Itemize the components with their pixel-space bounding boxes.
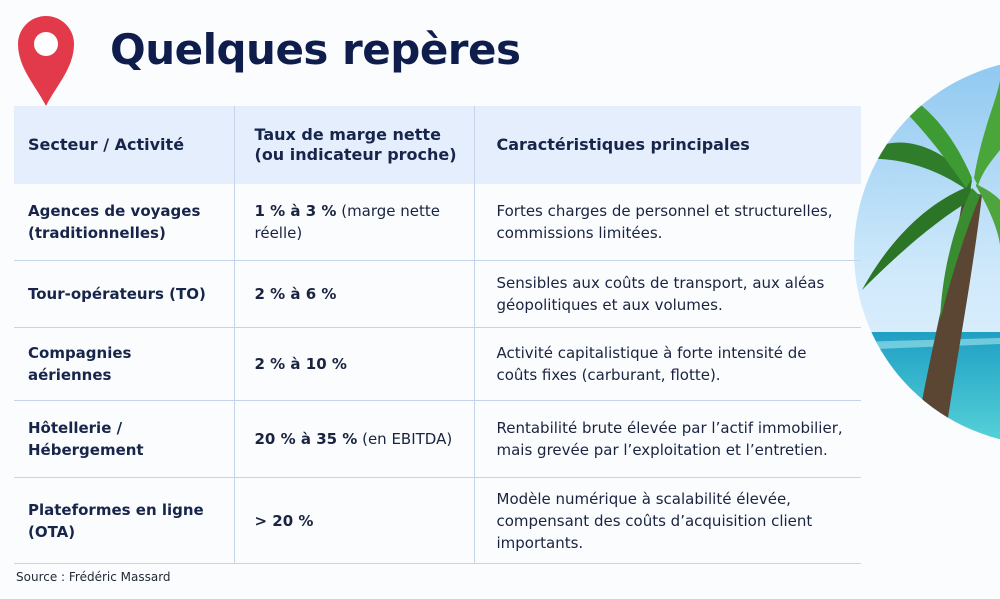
- rate-value: 2 % à 10 %: [254, 355, 347, 373]
- rate-cell: 2 % à 6 %: [234, 260, 475, 328]
- rate-note: (marge nette réelle): [254, 202, 441, 242]
- rate-note: (en EBITDA): [357, 430, 453, 448]
- table-row: Plateformes en ligne (OTA) > 20 % Modèle…: [14, 477, 861, 564]
- features-cell: Sensibles aux coûts de transport, aux al…: [474, 260, 861, 328]
- table-header-row: Secteur / Activité Taux de marge nette (…: [14, 106, 861, 184]
- header-sector: Secteur / Activité: [14, 106, 235, 184]
- features-cell: Activité capitalistique à forte intensit…: [474, 327, 861, 401]
- features-cell: Modèle numérique à scalabilité élevée, c…: [474, 477, 861, 564]
- map-pin-icon: [18, 16, 74, 106]
- sector-cell: Hôtellerie / Hébergement: [14, 400, 235, 478]
- rate-cell: > 20 %: [234, 477, 475, 564]
- table-row: Hôtellerie / Hébergement 20 % à 35 % (en…: [14, 400, 861, 478]
- header-characteristics: Caractéristiques principales: [496, 135, 750, 154]
- rate-value: 20 % à 35 %: [254, 430, 358, 448]
- page-title: Quelques repères: [110, 25, 521, 74]
- table-row: Compagnies aériennes 2 % à 10 % Activité…: [14, 327, 861, 401]
- sector-cell: Agences de voyages (traditionnelles): [14, 184, 235, 261]
- rate-cell: 20 % à 35 % (en EBITDA): [234, 400, 475, 478]
- rate-cell: 2 % à 10 %: [234, 327, 475, 401]
- margin-table: Secteur / Activité Taux de marge nette (…: [14, 106, 861, 564]
- rate-value: 2 % à 6 %: [254, 285, 337, 303]
- rate-cell: 1 % à 3 % (marge nette réelle): [234, 184, 475, 261]
- palm-tree-beach-image: [854, 60, 1000, 445]
- header-margin-rate: Taux de marge nette (ou indicateur proch…: [234, 106, 475, 184]
- sector-cell: Compagnies aériennes: [14, 327, 235, 401]
- rate-value: 1 % à 3 %: [254, 202, 337, 220]
- rate-value: > 20 %: [254, 511, 314, 530]
- sector-cell: Tour-opérateurs (TO): [14, 260, 235, 328]
- table-row: Agences de voyages (traditionnelles) 1 %…: [14, 184, 861, 261]
- features-cell: Fortes charges de personnel et structure…: [474, 184, 861, 261]
- features-cell: Rentabilité brute élevée par l’actif imm…: [474, 400, 861, 478]
- sector-cell: Plateformes en ligne (OTA): [14, 477, 235, 564]
- table-row: Tour-opérateurs (TO) 2 % à 6 % Sensibles…: [14, 260, 861, 328]
- source-note: Source : Frédéric Massard: [16, 570, 171, 584]
